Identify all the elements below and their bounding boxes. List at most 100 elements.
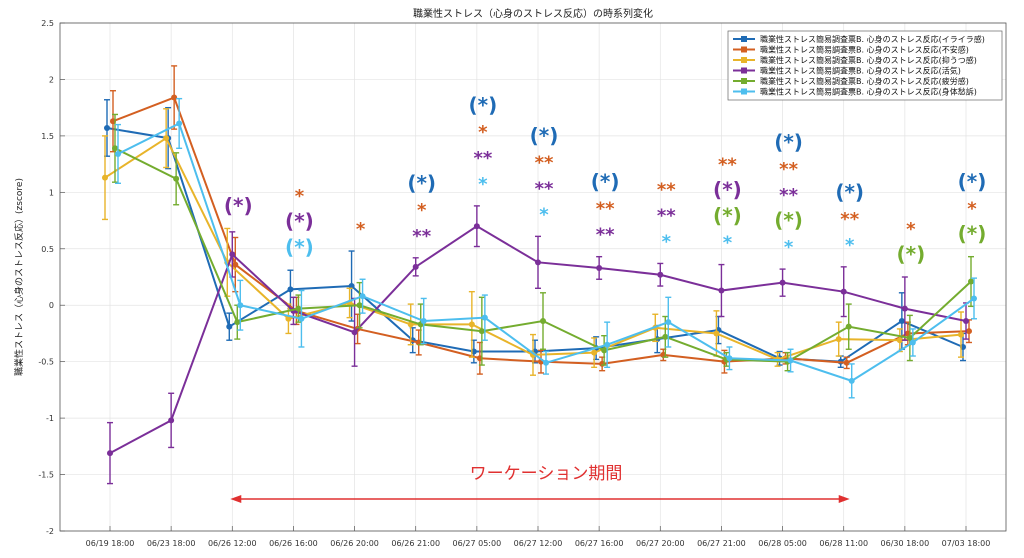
series-5 xyxy=(112,113,974,372)
data-point xyxy=(726,355,733,362)
data-point xyxy=(407,321,414,328)
plot-frame xyxy=(59,22,1007,532)
data-point xyxy=(535,259,541,266)
data-point xyxy=(848,377,855,384)
significance-mark: (*) xyxy=(774,130,803,154)
data-point xyxy=(226,323,233,330)
significance-mark: * xyxy=(906,219,916,240)
significance-mark: (*) xyxy=(224,193,253,217)
legend-marker xyxy=(741,36,747,42)
data-point xyxy=(234,319,241,326)
x-tick-label: 06/30 18:00 xyxy=(881,539,930,548)
x-tick-label: 06/26 20:00 xyxy=(330,539,379,548)
data-point xyxy=(604,341,611,348)
legend-entry: 職業性ストレス簡易調査票B. 心身のストレス反応(活気) xyxy=(760,66,961,76)
data-point xyxy=(298,315,305,322)
data-point xyxy=(232,261,239,268)
significance-mark: * xyxy=(478,174,488,195)
significance-mark: (*) xyxy=(407,171,436,195)
data-point xyxy=(163,135,170,142)
significance-mark: * xyxy=(845,235,855,256)
data-point xyxy=(713,330,720,337)
data-point xyxy=(351,329,358,336)
data-point xyxy=(168,417,175,424)
data-point xyxy=(107,450,113,457)
significance-mark: (*) xyxy=(713,178,742,202)
data-point xyxy=(115,150,121,157)
legend-marker xyxy=(741,46,747,53)
data-point xyxy=(173,175,180,182)
significance-mark: ** xyxy=(657,179,676,200)
series-2 xyxy=(110,65,972,375)
significance-mark: (*) xyxy=(591,170,620,194)
significance-mark: ** xyxy=(596,225,615,246)
significance-mark: (*) xyxy=(285,209,314,233)
y-tick-label: 0 xyxy=(49,301,54,310)
x-tick-label: 06/27 21:00 xyxy=(697,539,746,548)
data-point xyxy=(665,319,672,326)
data-point xyxy=(835,336,842,343)
legend-marker xyxy=(741,57,747,63)
series-3 xyxy=(102,108,964,376)
data-point xyxy=(963,318,969,325)
y-tick-label: 2.5 xyxy=(41,19,54,28)
data-point xyxy=(898,318,905,325)
data-point xyxy=(718,287,725,294)
data-point xyxy=(543,359,549,366)
series-6 xyxy=(115,97,977,399)
data-point xyxy=(840,288,847,295)
significance-mark: ** xyxy=(840,209,859,230)
x-tick-label: 06/26 16:00 xyxy=(269,539,318,548)
chart-title: 職業性ストレス（心身のストレス反応）の時系列変化 xyxy=(413,7,653,20)
series-4 xyxy=(107,205,969,485)
x-tick-label: 07/03 18:00 xyxy=(942,539,991,548)
significance-mark: * xyxy=(539,204,549,225)
significance-mark: (*) xyxy=(285,235,314,259)
data-point xyxy=(901,305,908,312)
significance-mark: * xyxy=(662,231,672,252)
significance-mark: (*) xyxy=(713,204,742,228)
data-point xyxy=(909,339,916,346)
legend-marker xyxy=(741,88,747,95)
data-point xyxy=(112,145,118,152)
y-axis-label: 職業性ストレス（心身のストレス反応）(zscore) xyxy=(13,178,25,376)
data-point xyxy=(601,347,608,354)
significance-mark: ** xyxy=(535,152,554,173)
y-tick-label: 1 xyxy=(49,188,54,197)
data-point xyxy=(896,337,903,344)
data-point xyxy=(295,305,302,312)
significance-mark: (*) xyxy=(530,123,559,147)
x-tick-label: 06/27 05:00 xyxy=(453,539,502,548)
legend-entry: 職業性ストレス簡易調査票B. 心身のストレス反応(身体愁訴) xyxy=(760,87,977,97)
x-axis-ticks: 06/19 18:00 06/23 18:00 06/26 12:00 06/26 1… xyxy=(86,526,991,548)
significance-mark: ** xyxy=(412,226,431,247)
x-tick-label: 06/27 16:00 xyxy=(575,539,624,548)
data-point xyxy=(102,174,108,181)
data-point xyxy=(104,124,110,131)
x-tick-label: 06/28 11:00 xyxy=(819,539,868,548)
y-tick-label: -2 xyxy=(46,527,54,536)
period-label: ワーケーション期間 xyxy=(470,464,623,484)
legend-marker xyxy=(741,67,747,74)
legend-box xyxy=(727,30,1003,101)
legend-entry: 職業性ストレス簡易調査票B. 心身のストレス反応(不安感) xyxy=(760,45,969,55)
significance-mark: ** xyxy=(779,159,798,180)
significance-mark: ** xyxy=(779,185,798,206)
period-arrow-head-left xyxy=(230,495,242,503)
data-point xyxy=(478,328,485,335)
data-point xyxy=(966,328,972,335)
data-point xyxy=(412,263,419,270)
significance-mark: * xyxy=(784,237,794,258)
x-tick-label: 06/28 05:00 xyxy=(758,539,807,548)
data-point xyxy=(596,264,603,271)
data-point xyxy=(348,283,355,290)
legend: 職業性ストレス簡易調査票B. 心身のストレス反応(イライラ感)職業性ストレス簡易… xyxy=(727,30,1003,101)
data-point xyxy=(356,302,363,309)
data-point xyxy=(176,120,183,127)
data-point xyxy=(540,318,546,325)
significance-mark: * xyxy=(723,233,733,254)
y-axis-ticks: -2 -1.5 -1 -0.5 0 0.5 1 1.5 2 2.5 xyxy=(38,19,65,536)
workation-period: ワーケーション期間 xyxy=(230,464,850,503)
data-point xyxy=(591,349,598,356)
